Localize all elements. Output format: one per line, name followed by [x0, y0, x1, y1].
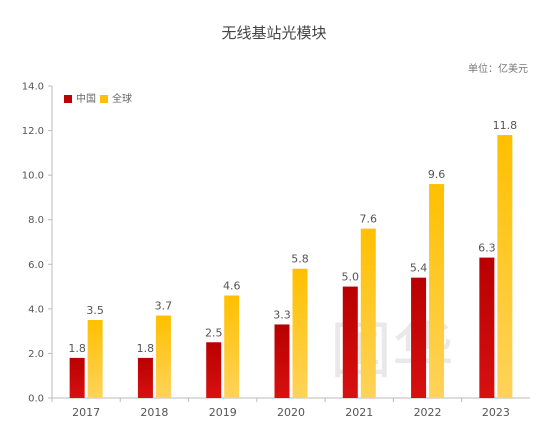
chart-title: 无线基站光模块: [221, 24, 326, 42]
data-label: 5.4: [410, 262, 428, 275]
y-tick-label: 2.0: [28, 349, 44, 360]
data-label: 2.5: [205, 326, 223, 339]
data-label: 3.3: [273, 308, 291, 321]
y-tick-label: 12.0: [22, 126, 44, 137]
legend-label: 全球: [112, 92, 132, 105]
bar-global: [497, 135, 513, 398]
bar-global: [155, 315, 171, 398]
bar-china: [411, 277, 427, 398]
x-tick-label: 2019: [209, 406, 237, 419]
y-tick-label: 10.0: [22, 171, 44, 182]
bar-global: [292, 268, 308, 398]
data-label: 5.8: [291, 253, 309, 266]
bar-china: [137, 357, 153, 398]
data-label: 3.7: [155, 300, 173, 313]
x-tick-label: 2018: [140, 406, 168, 419]
data-label: 6.3: [478, 242, 496, 255]
axes: 0.0 2.0 4.0 6.0 8.0 10.0 12.0 14.0 2017 2018 2019 2…: [22, 82, 530, 419]
y-tick-label: 4.0: [28, 304, 44, 315]
legend-swatch: [64, 95, 72, 103]
data-label: 5.0: [342, 271, 360, 284]
y-tick-label: 14.0: [22, 82, 44, 93]
bar-china: [479, 257, 495, 398]
data-label: 11.8: [493, 119, 518, 132]
data-label: 4.6: [223, 279, 241, 292]
x-tick-label: 2017: [72, 406, 100, 419]
bar-global: [224, 295, 240, 398]
x-tick-label: 2020: [277, 406, 305, 419]
bars-group: 1.8 3.5 1.8 3.7 2.5 4.6 3.3 5.8 5.0 7.6 5.4 9.6 6.3 1…: [68, 119, 517, 398]
data-label: 1.8: [137, 342, 155, 355]
unit-note: 单位：亿美元: [468, 62, 528, 75]
bar-china: [274, 324, 290, 398]
y-tick-label: 6.0: [28, 260, 44, 271]
bar-china: [69, 357, 85, 398]
bar-china: [342, 286, 358, 398]
x-tick-label: 2021: [345, 406, 373, 419]
data-label: 7.6: [360, 213, 378, 226]
legend: 中国 全球: [64, 92, 132, 105]
x-tick-label: 2022: [414, 406, 442, 419]
data-label: 3.5: [86, 304, 104, 317]
x-tick-label: 2023: [482, 406, 510, 419]
y-tick-label: 8.0: [28, 215, 44, 226]
bar-global: [87, 320, 103, 398]
y-tick-label: 0.0: [28, 394, 44, 405]
data-label: 1.8: [68, 342, 86, 355]
bar-global: [429, 184, 445, 398]
bar-china: [206, 342, 222, 398]
legend-label: 中国: [76, 92, 96, 105]
data-label: 9.6: [428, 168, 446, 181]
bar-global: [360, 228, 376, 398]
legend-swatch: [100, 95, 108, 103]
